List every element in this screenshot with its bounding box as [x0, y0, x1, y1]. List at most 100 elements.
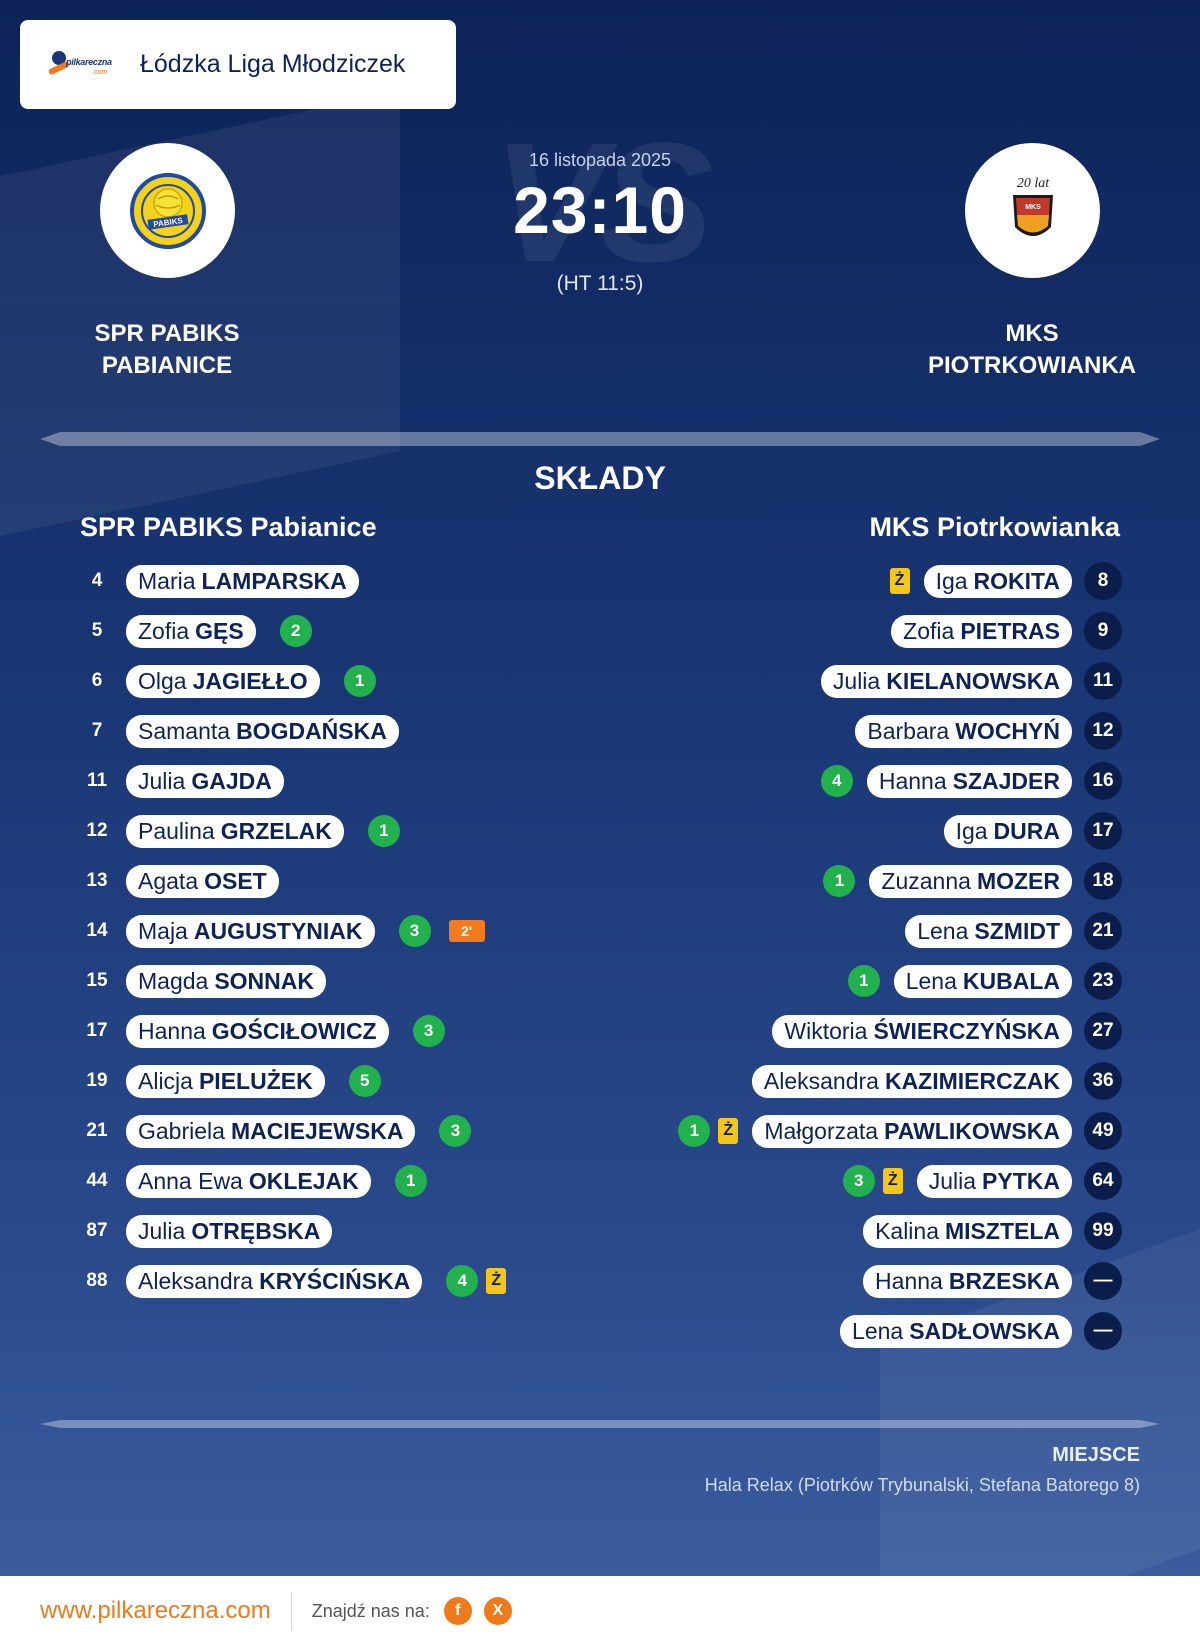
- player-row: 15 Magda SONNAK: [78, 956, 638, 1006]
- player-number: 64: [1084, 1162, 1122, 1200]
- player-number: 49: [1084, 1112, 1122, 1150]
- svg-text:MKS: MKS: [1025, 204, 1041, 211]
- home-roster-title: SPR PABIKS Pabianice: [80, 512, 377, 542]
- player-stats: 1: [823, 865, 856, 897]
- player-number: 8: [1084, 562, 1122, 600]
- section-title: SKŁADY: [534, 460, 666, 496]
- player-row: 88 Aleksandra KRYŚCIŃSKA 4 Ż: [78, 1256, 638, 1306]
- player-stats: 1: [394, 1165, 427, 1197]
- player-name-pill: Magda SONNAK: [126, 964, 326, 998]
- player-stats: 3 2': [398, 915, 485, 947]
- find-us-label: Znajdź nas na:: [311, 1600, 430, 1621]
- player-number: 11: [86, 770, 108, 791]
- player-last-name: BOGDAŃSKA: [236, 717, 387, 744]
- player-stats: 3: [412, 1015, 445, 1047]
- player-name-pill: Julia PYTKA: [916, 1164, 1072, 1198]
- player-row: 21 Gabriela MACIEJEWSKA 3: [78, 1106, 638, 1156]
- player-last-name: GĘS: [195, 617, 244, 644]
- player-first-name: Agata: [138, 867, 199, 894]
- player-number: 7: [91, 720, 103, 741]
- player-stats: 1: [343, 665, 376, 697]
- player-last-name: WOCHYŃ: [955, 717, 1060, 744]
- player-name-pill: Lena SADŁOWSKA: [840, 1314, 1072, 1348]
- player-row: 1 Lena KUBALA 23: [562, 956, 1122, 1006]
- player-row: 7 Samanta BOGDAŃSKA: [78, 706, 638, 756]
- player-name-pill: Alicja PIELUŻEK: [126, 1064, 325, 1098]
- goals-badge: 3: [842, 1165, 875, 1197]
- player-name-pill: Iga ROKITA: [923, 564, 1072, 598]
- player-first-name: Hanna: [875, 1267, 943, 1294]
- player-first-name: Alicja: [138, 1067, 193, 1094]
- away-roster-title: MKS Piotrkowianka: [869, 512, 1120, 542]
- player-row: Aleksandra KAZIMIERCZAK 36: [562, 1056, 1122, 1106]
- player-first-name: Hanna: [878, 767, 947, 794]
- home-team-name: SPR PABIKS PABIANICE: [94, 320, 240, 379]
- player-last-name: DURA: [993, 817, 1060, 844]
- yellow-card-icon: Ż: [718, 1118, 739, 1144]
- player-name-pill: Hanna GOŚCIŁOWICZ: [126, 1014, 389, 1048]
- player-first-name: Lena: [905, 967, 957, 994]
- player-number: 21: [1084, 912, 1122, 950]
- player-name-pill: Kalina MISZTELA: [863, 1214, 1072, 1248]
- player-number: 19: [86, 1070, 108, 1091]
- player-number: 4: [91, 570, 103, 591]
- player-name-pill: Maria LAMPARSKA: [126, 564, 359, 598]
- player-row: Iga DURA 17: [562, 806, 1122, 856]
- player-row: 44 Anna Ewa OKLEJAK 1: [78, 1156, 638, 1206]
- player-row: 5 Zofia GĘS 2: [78, 606, 638, 656]
- goals-badge: 3: [439, 1115, 472, 1147]
- player-row: Hanna BRZESKA —: [562, 1256, 1122, 1306]
- player-number: 16: [1084, 762, 1122, 800]
- player-first-name: Samanta: [138, 717, 231, 744]
- player-first-name: Wiktoria: [784, 1017, 868, 1044]
- player-first-name: Zofia: [138, 617, 190, 644]
- player-name-pill: Julia OTRĘBSKA: [126, 1214, 333, 1248]
- venue-label: MIEJSCE: [1052, 1444, 1140, 1466]
- goals-badge: 1: [367, 815, 400, 847]
- match-poster: VS pilkareczna .com Łódzka Liga Młodzicz…: [0, 0, 1200, 1576]
- player-last-name: GAJDA: [191, 767, 272, 794]
- player-name-pill: Agata OSET: [126, 864, 279, 898]
- player-last-name: LAMPARSKA: [201, 567, 347, 594]
- player-name-pill: Julia KIELANOWSKA: [820, 664, 1072, 698]
- player-row: Ż Iga ROKITA 8: [562, 556, 1122, 606]
- player-first-name: Zuzanna: [881, 867, 971, 894]
- player-number: 18: [1084, 862, 1122, 900]
- player-row: 19 Alicja PIELUŻEK 5: [78, 1056, 638, 1106]
- player-stats: 5: [348, 1065, 381, 1097]
- player-row: 3 Ż Julia PYTKA 64: [562, 1156, 1122, 1206]
- player-row: Lena SZMIDT 21: [562, 906, 1122, 956]
- pilkareczna-logo: pilkareczna .com: [47, 45, 128, 85]
- away-team-logo: 20 lat MKS: [965, 143, 1100, 278]
- x-icon[interactable]: X: [483, 1597, 512, 1625]
- player-number: 9: [1084, 612, 1122, 650]
- player-name-pill: Hanna SZAJDER: [866, 764, 1072, 798]
- player-first-name: Maria: [138, 567, 196, 594]
- suspension-badge: 2': [448, 920, 485, 942]
- player-name-pill: Aleksandra KAZIMIERCZAK: [751, 1064, 1072, 1098]
- player-row: 4 Maria LAMPARSKA: [78, 556, 638, 606]
- match-date: 16 listopada 2025: [528, 150, 672, 170]
- divider: [40, 432, 1160, 446]
- player-row: 13 Agata OSET: [78, 856, 638, 906]
- svg-text:PABIKS: PABIKS: [152, 215, 183, 228]
- player-stats: 4: [820, 765, 853, 797]
- player-last-name: JAGIEŁŁO: [192, 667, 308, 694]
- svg-text:20 lat: 20 lat: [1016, 176, 1049, 191]
- player-stats: 1: [847, 965, 880, 997]
- player-first-name: Iga: [935, 567, 968, 594]
- player-last-name: SZMIDT: [974, 917, 1060, 944]
- player-first-name: Julia: [832, 667, 881, 694]
- player-number: —: [1084, 1262, 1122, 1300]
- goals-badge: 1: [343, 665, 376, 697]
- player-first-name: Małgorzata: [764, 1117, 879, 1144]
- facebook-icon[interactable]: f: [443, 1597, 472, 1625]
- player-first-name: Iga: [955, 817, 988, 844]
- player-number: 36: [1084, 1062, 1122, 1100]
- player-last-name: AUGUSTYNIAK: [193, 917, 363, 944]
- player-name-pill: Samanta BOGDAŃSKA: [126, 714, 399, 748]
- website-link[interactable]: www.pilkareczna.com: [40, 1597, 271, 1624]
- player-name-pill: Hanna BRZESKA: [863, 1264, 1072, 1298]
